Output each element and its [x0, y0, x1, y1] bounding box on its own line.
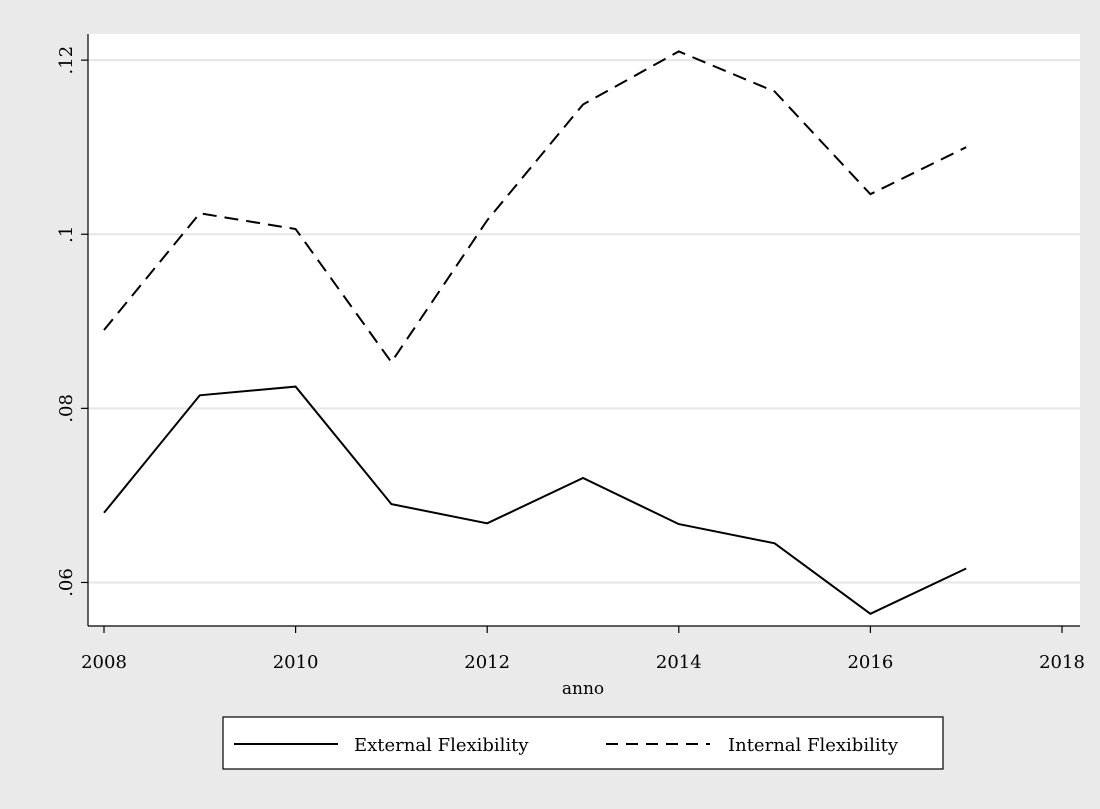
plot-background: [88, 34, 1080, 626]
x-tick-label: 2008: [81, 652, 127, 673]
x-tick-label: 2014: [656, 652, 702, 673]
x-tick-label: 2012: [464, 652, 510, 673]
series-line-internal-flexibility: [103, 50, 967, 364]
gridlines: [88, 59, 1080, 584]
series-lines: [103, 50, 967, 615]
legend-box: [222, 716, 944, 770]
y-tick-label: .1: [56, 226, 77, 243]
legend-label-external-flexibility: External Flexibility: [354, 735, 529, 756]
series-line-external-flexibility: [103, 385, 967, 615]
axes: [81, 34, 1080, 633]
x-tick-label: 2010: [273, 652, 319, 673]
y-tick-label: .08: [56, 394, 77, 423]
y-tick-labels: .06 .08 .1 .12: [56, 46, 77, 597]
x-axis-title: anno: [562, 679, 604, 699]
y-tick-label: .12: [56, 46, 77, 75]
legend: External Flexibility Internal Flexibilit…: [222, 716, 944, 770]
x-tick-label: 2016: [847, 652, 893, 673]
x-tick-label: 2018: [1039, 652, 1085, 673]
x-tick-labels: 2008 2010 2012 2014 2016 2018: [81, 652, 1085, 673]
y-tick-label: .06: [56, 568, 77, 597]
legend-label-internal-flexibility: Internal Flexibility: [728, 735, 899, 756]
